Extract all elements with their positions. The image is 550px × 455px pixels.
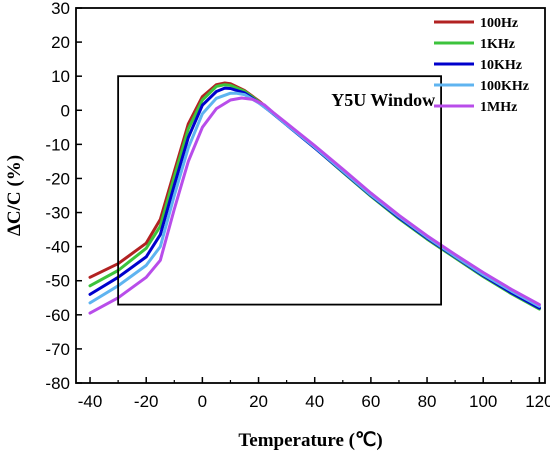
- y-tick-label: -20: [45, 169, 70, 188]
- series-line-3: [88, 91, 541, 308]
- y-tick-label: -50: [45, 272, 70, 291]
- x-tick-label: 0: [198, 392, 207, 411]
- x-tick-label: 100: [469, 392, 497, 411]
- series-line-4: [88, 96, 541, 315]
- y-tick-label: -80: [45, 374, 70, 393]
- x-tick-label: 120: [525, 392, 550, 411]
- legend-label: 1MHz: [480, 100, 517, 115]
- x-axis-title: Temperature (℃): [238, 430, 382, 451]
- y-tick-label: 30: [51, 0, 70, 18]
- legend: 100Hz 1KHz 10KHz 100KHz 1MHz: [434, 16, 529, 115]
- legend-label: 100Hz: [480, 16, 518, 31]
- series-line-2: [88, 86, 541, 310]
- y-tick-label: 0: [61, 101, 70, 120]
- y-tick-label: -60: [45, 306, 70, 325]
- y5u-window-box: [117, 75, 442, 306]
- y-tick-label: -30: [45, 204, 70, 223]
- x-tick-label: 40: [305, 392, 324, 411]
- y-tick-label: -70: [45, 340, 70, 359]
- y-axis-title: ΔC/C (%): [4, 155, 25, 236]
- y-tick-label: -40: [45, 238, 70, 257]
- y-tick-label: 20: [51, 33, 70, 52]
- x-tick-label: -20: [134, 392, 159, 411]
- series-line-0: [88, 81, 541, 310]
- y-tick-label: 10: [51, 67, 70, 86]
- y5u-window-label: Y5U Window: [331, 90, 435, 110]
- x-axis: -40 -20 0 20 40 60 80 100 120: [78, 377, 550, 411]
- y-tick-label: -10: [45, 135, 70, 154]
- plot-frame: [75, 7, 546, 384]
- x-tick-label: -40: [78, 392, 103, 411]
- x-tick-label: 20: [249, 392, 268, 411]
- y-axis: -80 -70 -60 -50 -40 -30 -20 -10 0 10 20 30: [45, 0, 82, 393]
- plot-lines: [88, 81, 541, 315]
- legend-label: 10KHz: [480, 58, 522, 73]
- series-line-1: [88, 83, 541, 311]
- legend-label: 100KHz: [480, 79, 529, 94]
- x-tick-label: 60: [361, 392, 380, 411]
- legend-label: 1KHz: [480, 37, 515, 52]
- x-tick-label: 80: [418, 392, 437, 411]
